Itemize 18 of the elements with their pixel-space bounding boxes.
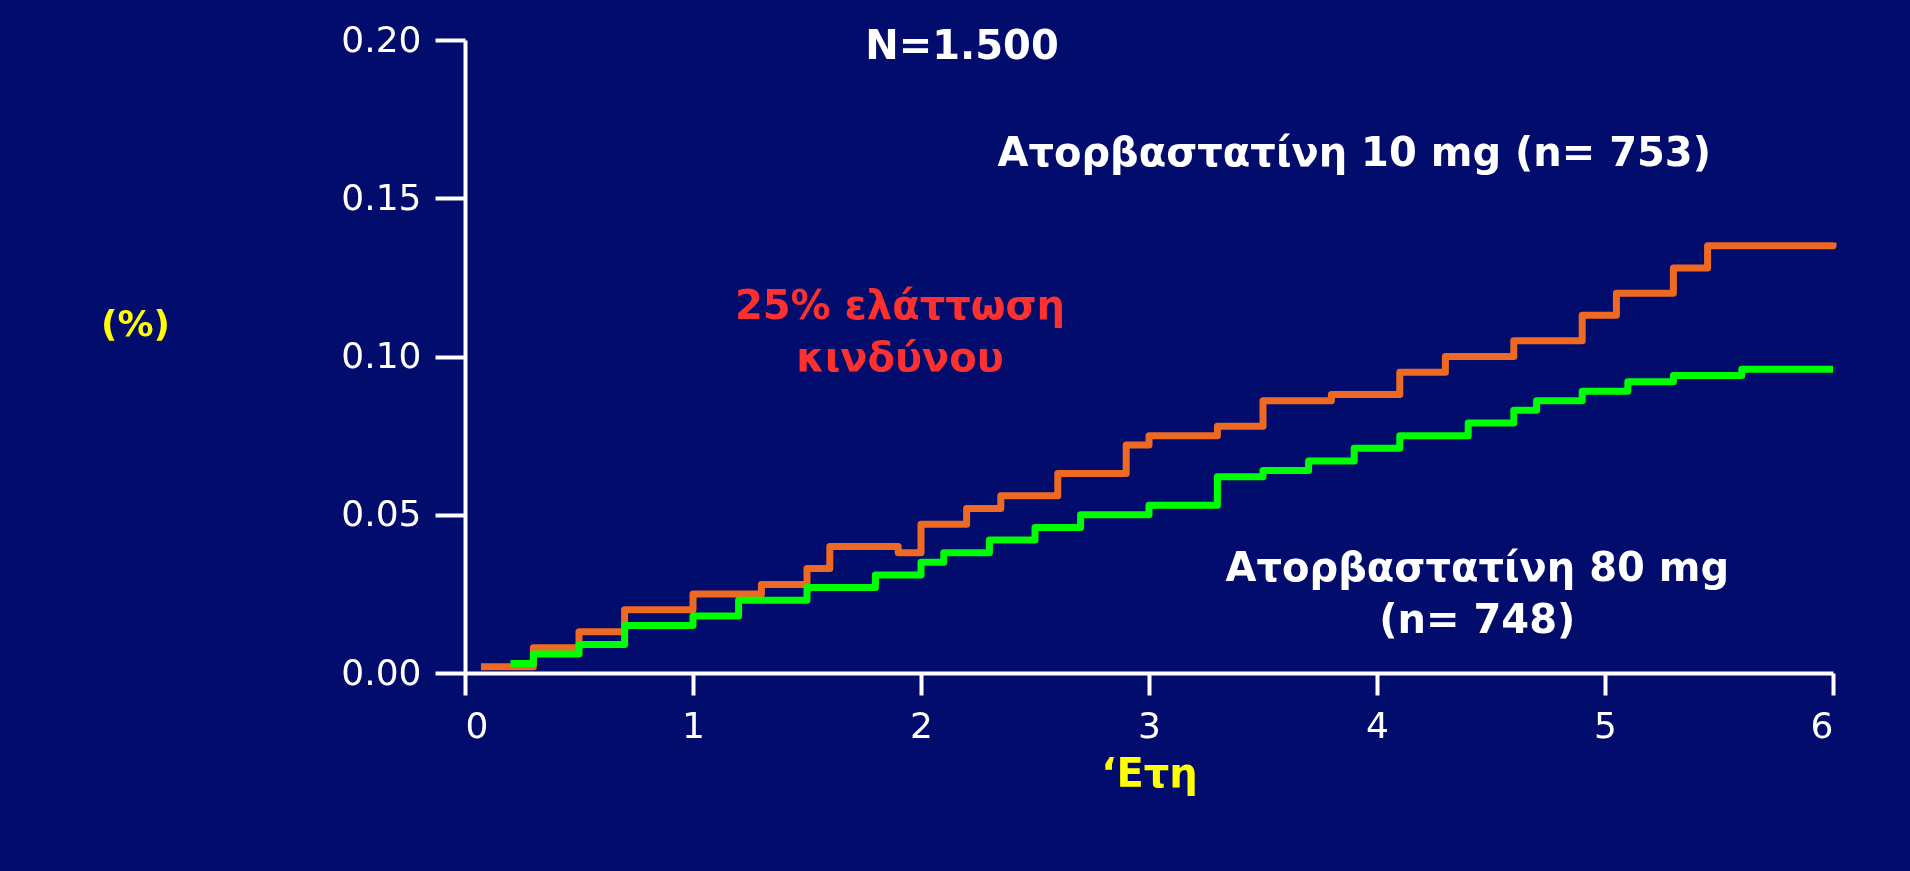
series-label: Ατορβαστατίνη 10 mg (n= 753) [997,128,1711,175]
series-label: Ατορβαστατίνη 80 mg (n= 748) [1225,543,1730,642]
annotation: 25% ελάττωση κινδύνου [734,282,1066,380]
x-tick-label: 3 [1138,704,1161,746]
y-axis-title: (%) [101,303,170,345]
x-tick-label: 4 [1366,704,1389,746]
y-tick-label: 0.00 [341,651,422,693]
y-tick-label: 0.20 [341,18,422,60]
chart-title: N=1.500 [865,22,1059,68]
x-tick-label: 1 [682,704,705,746]
y-tick-label: 0.15 [341,176,422,218]
y-tick-label: 0.10 [341,335,422,376]
x-tick-label: 2 [910,704,933,746]
x-axis-title: ‘Ετη [1101,749,1198,796]
x-tick-label: 5 [1594,704,1617,746]
x-tick-label: 6 [1810,704,1834,746]
y-tick-label: 0.05 [341,493,422,535]
x-tick-label: 0 [465,704,489,746]
